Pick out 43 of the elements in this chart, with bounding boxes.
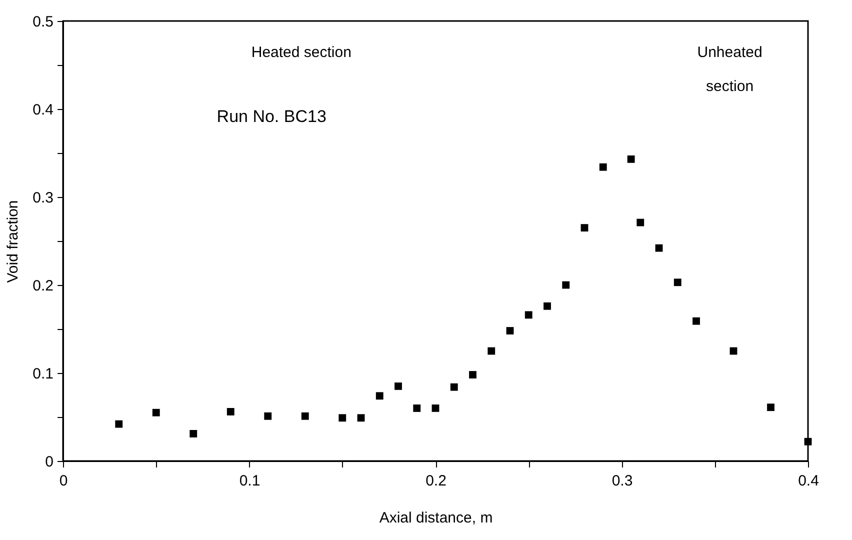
point xyxy=(636,218,644,226)
point xyxy=(627,155,635,163)
annotation: Unheated section xyxy=(697,44,762,96)
point xyxy=(544,302,551,310)
annotation: Heated section xyxy=(251,44,352,62)
x-tick-label: 0.3 xyxy=(612,472,633,490)
point xyxy=(506,327,514,334)
point xyxy=(301,412,309,420)
point xyxy=(580,224,588,232)
point xyxy=(767,404,774,412)
point xyxy=(524,311,532,319)
x-tick-label: 0 xyxy=(59,472,68,490)
point xyxy=(692,317,700,325)
point xyxy=(488,347,496,355)
x-tick-label: 0.1 xyxy=(239,472,260,490)
point xyxy=(562,281,570,289)
point xyxy=(152,408,160,416)
point xyxy=(804,438,812,446)
point xyxy=(264,412,272,420)
point xyxy=(413,404,421,412)
point xyxy=(357,414,365,422)
x-tick-label: 0.2 xyxy=(426,472,446,490)
point xyxy=(226,408,234,416)
point xyxy=(674,278,682,286)
y-axis-title: Void fraction xyxy=(4,200,22,283)
point xyxy=(338,414,346,422)
point xyxy=(469,371,476,378)
point xyxy=(115,420,123,428)
point xyxy=(376,392,384,400)
y-tick-label: 0.2 xyxy=(32,278,54,294)
y-tick-label: 0.4 xyxy=(32,102,54,118)
point xyxy=(432,404,440,412)
point xyxy=(190,430,198,438)
point xyxy=(394,382,402,390)
y-tick-label: 0.1 xyxy=(32,366,54,382)
y-tick-label: 0.3 xyxy=(32,190,54,206)
x-axis-title: Axial distance, m xyxy=(379,510,493,526)
point xyxy=(599,163,607,171)
annotation: Run No. BC13 xyxy=(216,107,326,126)
y-tick-label: 0 xyxy=(45,454,54,470)
y-tick-label: 0.5 xyxy=(32,14,54,30)
x-tick-label: 0.4 xyxy=(798,472,819,490)
point xyxy=(450,383,458,391)
